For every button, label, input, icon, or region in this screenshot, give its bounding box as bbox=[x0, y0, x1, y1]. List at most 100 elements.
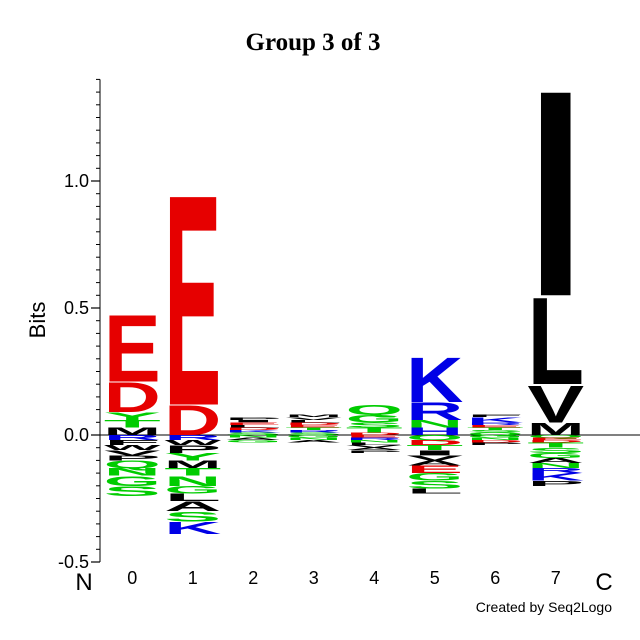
y-tick-label: 0.0 bbox=[64, 425, 89, 445]
logo-letter-D: D bbox=[225, 427, 282, 431]
logo-letter-A: A bbox=[164, 499, 221, 515]
logo-letter-P: P bbox=[225, 417, 282, 421]
logo-letter-E: E bbox=[467, 424, 524, 428]
logo-letter-V: V bbox=[406, 454, 463, 462]
logo-letter-D: D bbox=[164, 397, 221, 444]
logo-letter-R: R bbox=[406, 398, 463, 426]
x-tick-label: 7 bbox=[551, 568, 561, 588]
logo-letter-P: P bbox=[467, 442, 524, 446]
logo-letter-S: S bbox=[104, 483, 161, 499]
logo-letter-V: V bbox=[104, 449, 161, 457]
x-tick-label: 2 bbox=[248, 568, 258, 588]
logo-letter-N: N bbox=[527, 462, 584, 470]
logo-letter-D: D bbox=[346, 432, 403, 436]
logo-letter-L: L bbox=[346, 442, 403, 446]
logo-letter-D: D bbox=[285, 422, 342, 426]
logo-glyphs: MTYDERFWVPQNGSDERWPYMTNGLASKSKDLEIPNAGSR… bbox=[104, 28, 585, 538]
y-tick-label: 1.0 bbox=[64, 171, 89, 191]
logo-letter-I: I bbox=[527, 28, 584, 358]
logo-letter-P: P bbox=[164, 443, 221, 455]
logo-letter-A: A bbox=[285, 439, 342, 443]
logo-letter-G: G bbox=[225, 439, 282, 443]
logo-letter-S: S bbox=[285, 432, 342, 436]
logo-letter-G: G bbox=[467, 434, 524, 438]
logo-letter-Q: Q bbox=[406, 434, 463, 442]
x-tick-label: 3 bbox=[309, 568, 319, 588]
logo-letter-L: L bbox=[285, 419, 342, 423]
logo-letter-R: R bbox=[285, 429, 342, 433]
logo-letter-E: E bbox=[225, 422, 282, 426]
logo-letter-N: N bbox=[164, 473, 221, 489]
x-tick-label: 0 bbox=[127, 568, 137, 588]
logo-letter-S: S bbox=[225, 432, 282, 436]
logo-letter-K: K bbox=[406, 345, 463, 416]
x-tick-label: 4 bbox=[369, 568, 379, 588]
chart-title: Group 3 of 3 bbox=[246, 29, 381, 56]
logo-letter-E: E bbox=[285, 424, 342, 428]
x-tick-label: 1 bbox=[188, 568, 198, 588]
logo-letter-E: E bbox=[346, 434, 403, 438]
logo-letter-W: W bbox=[164, 439, 222, 447]
logo-letter-S: S bbox=[164, 509, 221, 525]
logo-letter-S: S bbox=[527, 446, 584, 454]
logo-letter-Q: Q bbox=[527, 434, 584, 438]
logo-letter-R: R bbox=[467, 422, 524, 426]
logo-letter-V: V bbox=[527, 375, 584, 434]
logo-letter-A: A bbox=[406, 459, 463, 467]
logo-letter-E: E bbox=[527, 437, 584, 441]
logo-letter-G: G bbox=[406, 471, 463, 483]
logo-letter-R: R bbox=[346, 437, 403, 441]
logo-letter-E: E bbox=[164, 131, 221, 468]
logo-letter-G: G bbox=[164, 484, 221, 496]
logo-letter-G: G bbox=[527, 452, 584, 460]
logo-letter-D: D bbox=[406, 439, 463, 447]
logo-letter-D: D bbox=[104, 375, 161, 422]
x-axis-tick-labels: 0 1 2 3 4 5 6 7 bbox=[127, 568, 561, 588]
logo-letter-G: G bbox=[285, 434, 342, 438]
logo-letter-Y: Y bbox=[164, 451, 221, 463]
logo-letter-F: F bbox=[104, 439, 161, 447]
logo-letter-L: L bbox=[164, 492, 221, 504]
logo-letter-K: K bbox=[164, 518, 221, 538]
logo-letter-T: T bbox=[467, 427, 524, 431]
logo-letter-L: L bbox=[406, 487, 463, 495]
logo-letter-E: E bbox=[104, 296, 161, 403]
logo-letter-R: R bbox=[164, 434, 221, 442]
logo-letter-M: M bbox=[527, 419, 584, 439]
logo-letter-G: G bbox=[104, 473, 161, 489]
logo-letter-Y: Y bbox=[104, 410, 161, 422]
c-terminus-label: C bbox=[595, 569, 612, 596]
logo-letter-D: D bbox=[467, 439, 524, 443]
logo-letter-A: A bbox=[346, 447, 403, 451]
logo-letter-T: T bbox=[104, 418, 161, 430]
logo-letter-Q: Q bbox=[346, 402, 403, 418]
logo-letter-M: M bbox=[164, 459, 221, 471]
y-tick-label: -0.5 bbox=[58, 552, 89, 572]
logo-letter-N: N bbox=[225, 434, 282, 438]
logo-letter-T: T bbox=[406, 444, 463, 452]
logo-letter-S: S bbox=[346, 421, 403, 429]
logo-letter-T: T bbox=[527, 441, 584, 449]
logo-letter-P: P bbox=[104, 454, 161, 462]
logo-letter-T: T bbox=[346, 426, 403, 434]
logo-letter-V: V bbox=[285, 417, 342, 421]
logo-letter-L: L bbox=[527, 273, 584, 411]
logo-letter-K: K bbox=[225, 429, 282, 433]
logo-letter-T: T bbox=[285, 427, 342, 431]
logo-letter-M: M bbox=[285, 414, 342, 418]
logo-letter-V: V bbox=[346, 445, 403, 449]
logo-letter-A: A bbox=[527, 456, 584, 464]
logo-letter-R: R bbox=[527, 467, 584, 475]
logo-letter-N: N bbox=[346, 439, 403, 443]
logo-letter-A: A bbox=[225, 437, 282, 441]
x-tick-label: 6 bbox=[490, 568, 500, 588]
logo-letter-N: N bbox=[104, 466, 161, 478]
logo-letter-H: H bbox=[406, 425, 463, 437]
logo-letter-R: R bbox=[104, 434, 161, 442]
logo-letter-P: P bbox=[527, 479, 584, 487]
logo-letter-D: D bbox=[527, 439, 584, 443]
y-axis-label: Bits bbox=[25, 302, 50, 339]
logo-letter-T: T bbox=[164, 466, 221, 478]
n-terminus-label: N bbox=[75, 569, 92, 596]
